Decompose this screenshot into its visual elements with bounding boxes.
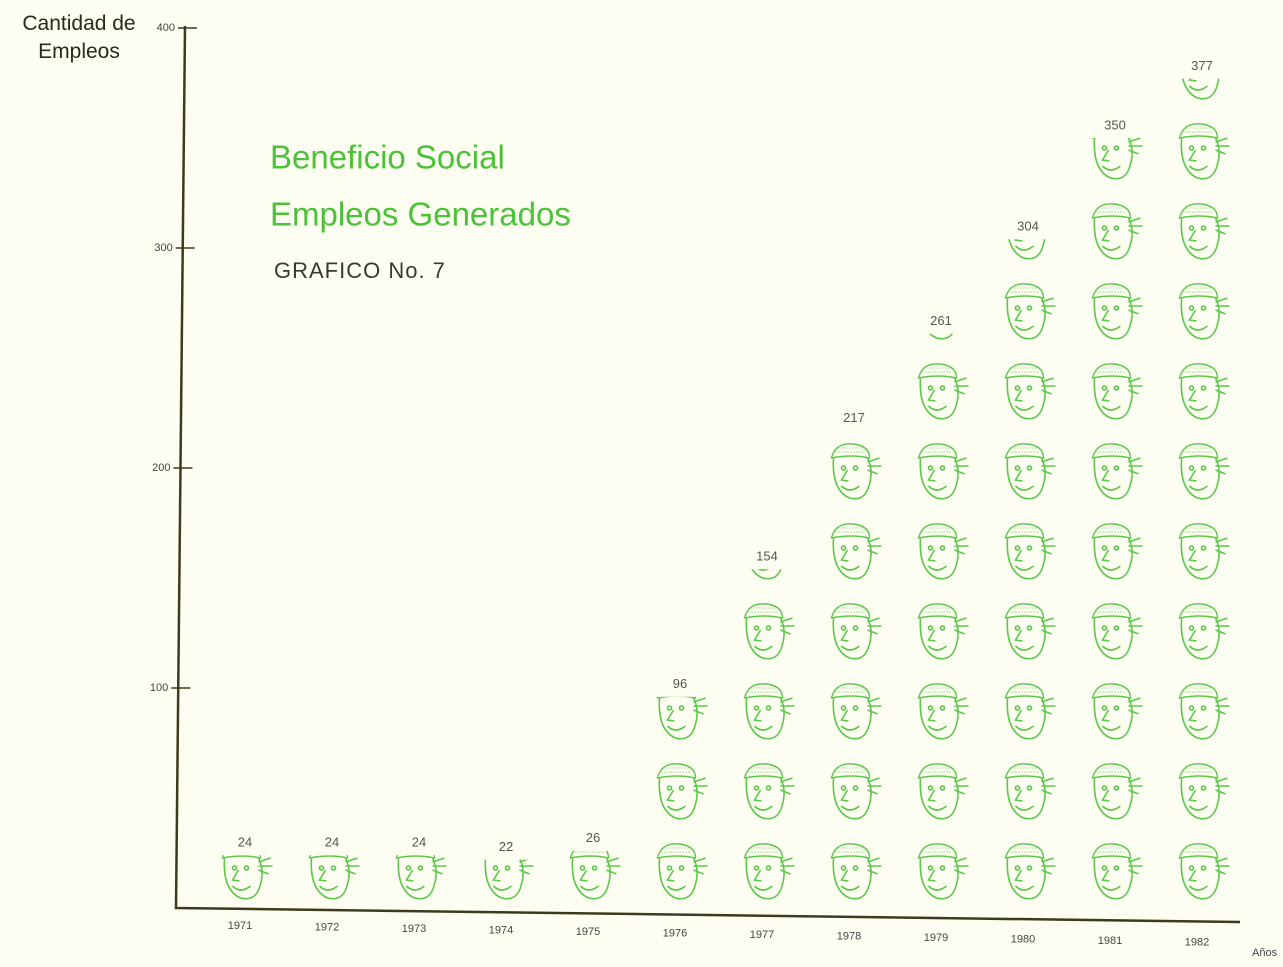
x-tick-label: 1974 <box>489 924 513 936</box>
pictogram-column <box>205 855 275 908</box>
chart-caption: GRAFICO No. 7 <box>274 258 446 283</box>
value-label: 26 <box>586 830 600 845</box>
x-tick-label: 1977 <box>750 929 774 941</box>
value-label: 217 <box>843 410 865 425</box>
y-tick-label: 100 <box>150 682 168 694</box>
pictogram-column <box>466 859 536 908</box>
x-tick-label: 1973 <box>402 923 426 935</box>
chart-subtitle: Empleos Generados <box>270 196 571 233</box>
x-tick-label: 1975 <box>576 926 600 938</box>
x-tick-label: 1971 <box>228 920 252 932</box>
value-label: 96 <box>673 676 687 691</box>
pictogram-column <box>814 430 884 908</box>
pictogram-column <box>1075 138 1145 908</box>
value-label: 350 <box>1104 117 1126 132</box>
pictogram-column <box>988 239 1058 908</box>
x-axis-label: Años <box>1252 947 1278 959</box>
pictogram-column <box>379 855 449 908</box>
chart-title: Beneficio Social <box>270 139 505 176</box>
axes <box>174 25 1241 924</box>
x-tick-label: 1982 <box>1185 936 1209 948</box>
value-label: 24 <box>238 835 252 850</box>
value-label: 24 <box>412 835 426 850</box>
pictogram-column <box>901 333 971 908</box>
value-label: 22 <box>499 839 513 854</box>
y-axis-label: Cantidad de Empleos <box>22 12 136 63</box>
y-tick-label: 400 <box>157 22 175 34</box>
value-label: 304 <box>1017 219 1039 234</box>
value-label: 154 <box>756 549 778 564</box>
x-tick-label: 1972 <box>315 921 339 933</box>
pictogram-column <box>1162 78 1232 909</box>
value-label: 377 <box>1191 58 1213 73</box>
pictogram-column <box>292 855 362 908</box>
value-label: 261 <box>930 313 952 328</box>
value-label: 24 <box>325 835 339 850</box>
x-tick-label: 1978 <box>837 930 861 942</box>
x-tick-label: 1976 <box>663 927 687 939</box>
y-tick-label: 300 <box>154 242 172 254</box>
x-tick-label: 1979 <box>924 932 948 944</box>
pictogram-column <box>727 569 797 908</box>
x-tick-label: 1980 <box>1011 933 1035 945</box>
pictogram-column <box>640 696 710 908</box>
pictogram-column <box>553 850 623 908</box>
y-tick-label: 200 <box>152 462 170 474</box>
x-tick-label: 1981 <box>1098 935 1122 947</box>
